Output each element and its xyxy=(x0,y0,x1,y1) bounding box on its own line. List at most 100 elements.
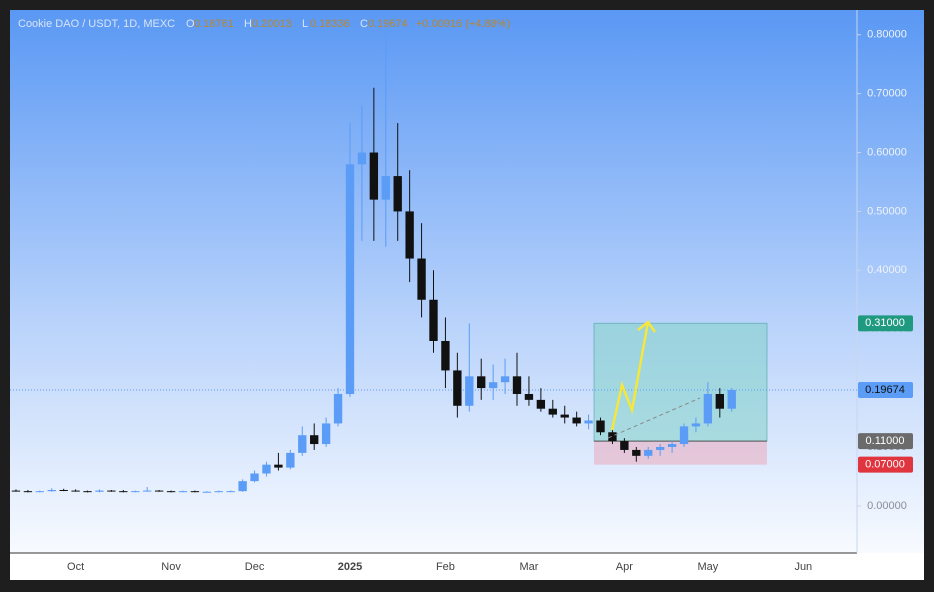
trend-line xyxy=(607,397,701,439)
candle-body xyxy=(608,432,617,442)
candle-body xyxy=(655,446,665,450)
x-tick-label: Apr xyxy=(616,561,633,573)
plot-background xyxy=(10,10,924,580)
candle-body xyxy=(500,376,510,383)
drawing-arrow-head xyxy=(637,320,657,333)
entry-price-label: 0.11000 xyxy=(866,435,905,447)
symbol: Cookie DAO / USDT, 1D, MEXC xyxy=(18,18,175,30)
candle-body xyxy=(441,340,450,371)
candle-body xyxy=(381,176,390,200)
last-price-label: 0.19674 xyxy=(865,384,905,396)
candle-body xyxy=(274,464,283,468)
change: +0.00916 (+4.88%) xyxy=(416,18,510,30)
y-tick-label: 0.00000 xyxy=(867,500,907,512)
ohlc-key: O xyxy=(186,18,195,30)
candle-body xyxy=(727,390,736,409)
candle-body xyxy=(202,491,212,493)
ohlc-value: 0.19674 xyxy=(368,18,408,30)
target-price-box xyxy=(858,315,913,332)
candle-body xyxy=(417,258,426,300)
y-tick-label: 0.80000 xyxy=(867,29,907,41)
x-tick-label: May xyxy=(697,561,718,573)
target-price-label: 0.31000 xyxy=(865,317,905,329)
candle-body xyxy=(536,399,546,409)
candle-body xyxy=(429,299,438,341)
candle-body xyxy=(321,423,331,445)
candle-body xyxy=(632,449,641,456)
candle-body xyxy=(143,490,152,492)
ohlc-value: 0.20013 xyxy=(252,18,292,30)
candle-body xyxy=(23,491,33,493)
candle-body xyxy=(214,491,223,493)
candle-body xyxy=(620,441,629,450)
y-tick-label: 0.70000 xyxy=(867,88,907,100)
candle-body xyxy=(107,490,116,492)
candle-body xyxy=(59,489,68,491)
candle-body xyxy=(131,491,140,493)
y-tick-label: 0.50000 xyxy=(867,205,907,217)
loss-zone xyxy=(594,441,767,465)
candle-body xyxy=(644,449,653,456)
candle-body xyxy=(369,152,379,200)
candle-body xyxy=(477,376,486,389)
candle-body xyxy=(286,452,295,468)
entry-price-box xyxy=(858,433,913,450)
candle-body xyxy=(250,473,259,482)
candle-body xyxy=(333,393,343,424)
x-tick-label: Nov xyxy=(161,561,181,573)
time-axis xyxy=(10,553,924,580)
candle-body xyxy=(393,176,402,212)
candle-body xyxy=(83,491,92,493)
candle-body xyxy=(715,393,724,409)
candle-body xyxy=(226,491,235,493)
last-price-box xyxy=(858,382,913,399)
candle-body xyxy=(584,420,593,424)
candle-body xyxy=(524,393,534,400)
candle-body xyxy=(166,491,176,493)
candle-body xyxy=(298,435,307,453)
ohlc-value: 0.18761 xyxy=(194,18,234,30)
candle-body xyxy=(667,444,677,447)
candle-body xyxy=(357,152,367,165)
ohlc-value: 0.18336 xyxy=(310,18,350,30)
ohlc-header: O 0.18761 H 0.20013 L 0.18336 C 0.19674 +0.00916… xyxy=(186,18,510,30)
candle-body xyxy=(679,426,689,445)
y-tick-label: 0.60000 xyxy=(867,146,907,158)
profit-zone xyxy=(593,322,768,442)
candle-body xyxy=(47,489,56,492)
candle-body xyxy=(548,408,557,415)
candle-body xyxy=(71,490,80,492)
candle-body xyxy=(154,490,164,492)
x-tick-label: Oct xyxy=(67,561,84,573)
candle-body xyxy=(310,435,319,445)
ohlc-key: C xyxy=(360,18,368,30)
x-tick-label: Dec xyxy=(245,561,265,573)
candle-body xyxy=(596,420,605,433)
candle-body xyxy=(405,211,414,259)
candle-body xyxy=(262,464,271,474)
candle-body xyxy=(560,414,569,418)
candle-body xyxy=(95,490,104,492)
candle-body xyxy=(691,423,701,427)
candle-body xyxy=(119,491,128,493)
candle-body xyxy=(465,376,474,406)
candle-body xyxy=(178,491,188,493)
y-tick-label: 0.40000 xyxy=(867,264,907,276)
x-tick-label: Jun xyxy=(794,561,812,573)
ohlc-key: H xyxy=(244,18,252,30)
x-tick-label: 2025 xyxy=(338,561,362,573)
ohlc-key: L xyxy=(302,18,308,30)
candle-body xyxy=(345,164,355,394)
candle-body xyxy=(238,481,247,492)
x-tick-label: Feb xyxy=(436,561,455,573)
stop-price-box xyxy=(858,456,913,473)
candle-body xyxy=(572,417,581,424)
candle-body xyxy=(488,382,498,389)
candle-body xyxy=(703,393,713,424)
plot: 0.000000.100000.200000.300000.400000.500… xyxy=(10,11,913,573)
candle-body xyxy=(512,376,522,394)
drawing-arrow xyxy=(610,321,650,431)
x-tick-label: Mar xyxy=(519,561,538,573)
